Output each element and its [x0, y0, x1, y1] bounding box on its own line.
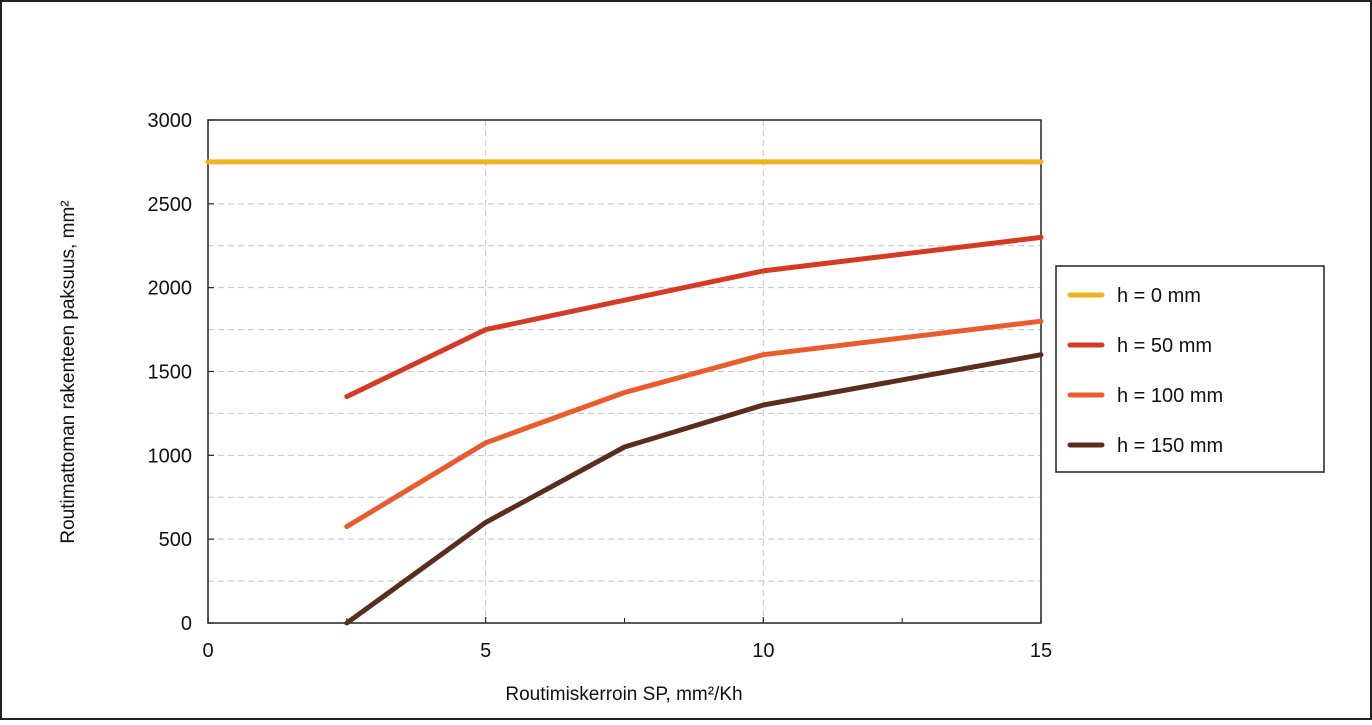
legend-label-h-150-mm: h = 150 mm — [1117, 435, 1223, 457]
y-tick-label: 2500 — [148, 194, 193, 216]
series-line-h-100-mm — [344, 318, 1044, 530]
x-axis-ticks: 0 5 10 15 — [202, 617, 1052, 662]
x-tick-label: 0 — [202, 640, 213, 662]
legend: h = 0 mm h = 50 mm h = 100 mm h = 150 mm — [1055, 265, 1325, 473]
series-line-h-150-mm — [344, 352, 1044, 626]
y-tick-label: 1000 — [148, 445, 193, 467]
y-tick-label: 1500 — [148, 362, 193, 384]
series-line-h-50-mm — [344, 234, 1044, 400]
y-tick-label: 3000 — [148, 110, 193, 132]
y-tick-label: 500 — [159, 529, 192, 551]
legend-items: h = 0 mm h = 50 mm h = 100 mm h = 150 mm — [1067, 285, 1223, 457]
y-tick-label: 2000 — [148, 278, 193, 300]
x-tick-label: 5 — [480, 640, 491, 662]
legend-label-h-0-mm: h = 0 mm — [1117, 285, 1201, 307]
legend-box — [1055, 265, 1325, 473]
y-tick-label: 0 — [181, 613, 192, 635]
x-tick-label: 10 — [752, 640, 774, 662]
x-axis-label: Routimiskerroin SP, mm²/Kh — [505, 684, 742, 705]
legend-label-h-50-mm: h = 50 mm — [1117, 335, 1212, 357]
series-layer — [205, 159, 1044, 626]
x-tick-label: 15 — [1030, 640, 1052, 662]
y-axis-ticks: 0 500 1000 1500 2000 2500 3000 — [148, 110, 214, 635]
y-axis-label: Routimattoman rakenteen paksuus, mm² — [58, 200, 79, 543]
legend-label-h-100-mm: h = 100 mm — [1117, 385, 1223, 407]
